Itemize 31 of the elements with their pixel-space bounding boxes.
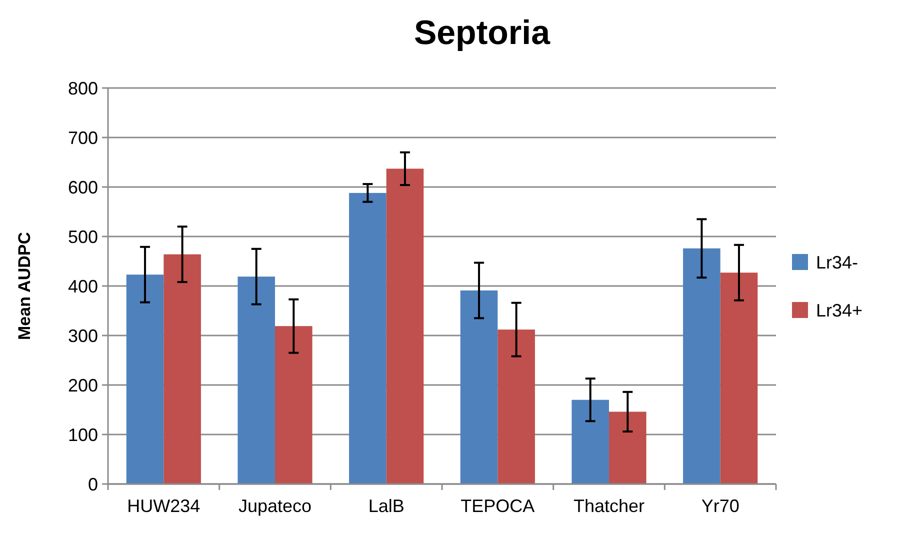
bar [683, 248, 720, 484]
bar [572, 400, 609, 484]
bar [275, 326, 312, 484]
y-tick-label: 200 [68, 375, 98, 396]
bar [349, 192, 386, 484]
x-tick-label: Thatcher [573, 496, 645, 516]
y-axis-title: Mean AUDPC [15, 232, 34, 340]
x-tick-label: LalB [368, 496, 404, 516]
y-tick-label: 400 [68, 276, 98, 296]
bar [238, 276, 275, 484]
x-tick-label: Jupateco [238, 496, 312, 516]
bar [126, 274, 164, 484]
y-tick-label: 300 [68, 326, 98, 346]
y-tick-label: 100 [68, 424, 98, 445]
y-tick-label: 700 [68, 128, 98, 148]
x-tick-label: Yr70 [701, 496, 740, 516]
y-tick-label: 800 [68, 78, 98, 98]
bar [609, 412, 646, 484]
x-tick-label: TEPOCA [460, 496, 535, 516]
bar [386, 168, 424, 484]
legend-label: Lr34+ [816, 300, 863, 320]
legend-label: Lr34- [816, 252, 858, 272]
chart-title: Septoria [414, 14, 552, 52]
y-tick-label: 600 [68, 177, 98, 198]
bar [164, 254, 201, 484]
x-tick-label: HUW234 [127, 496, 200, 516]
y-tick-label: 500 [68, 226, 98, 247]
bar [498, 330, 535, 484]
y-tick-label: 0 [88, 474, 98, 494]
bar [720, 272, 758, 484]
bar [460, 290, 498, 484]
